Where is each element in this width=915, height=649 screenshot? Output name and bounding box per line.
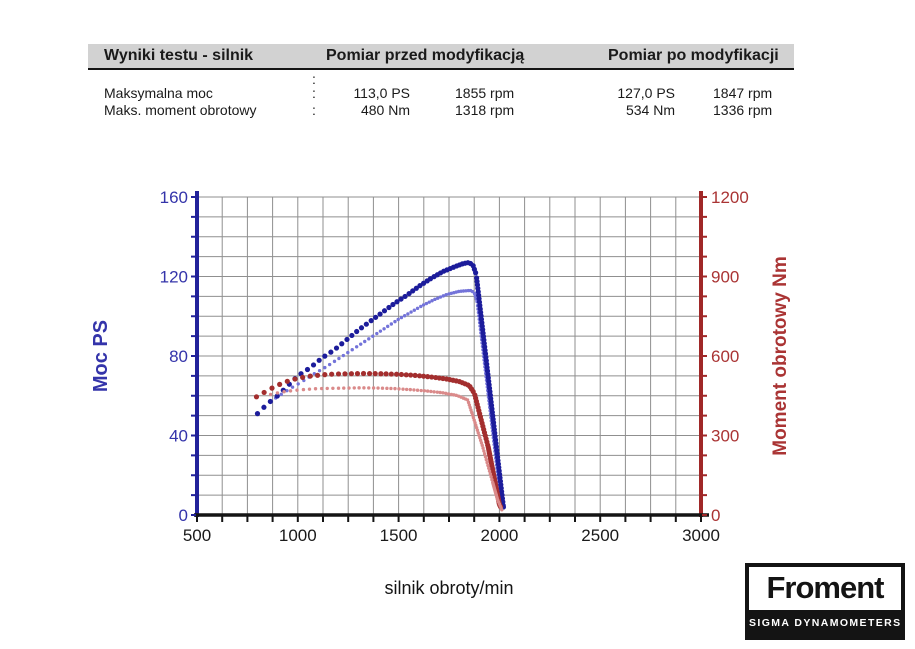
x-axis-title: silnik obroty/min xyxy=(384,578,514,598)
dyno-chart: 0 40 80 120 160 0 300 600 900 1200 500 1000 1500 2000… xyxy=(90,188,791,545)
max-power-before-rpm: 1855 rpm xyxy=(455,85,515,101)
svg-text:500: 500 xyxy=(183,526,211,545)
svg-text:0: 0 xyxy=(179,506,188,525)
after-mod-header: Pomiar po modyfikacji xyxy=(608,47,779,64)
results-header-title: Wyniki testu - silnik xyxy=(104,47,254,64)
svg-text:2000: 2000 xyxy=(480,526,518,545)
svg-text:80: 80 xyxy=(169,347,188,366)
chart-axis-titles: Moc PS Moment obrotowy Nm xyxy=(90,256,791,456)
svg-text:600: 600 xyxy=(711,347,739,366)
y-left-title: Moc PS xyxy=(90,320,112,392)
max-power-before-value: 113,0 PS xyxy=(353,85,410,101)
svg-text:40: 40 xyxy=(169,427,188,446)
svg-text:120: 120 xyxy=(160,268,188,287)
max-torque-label: Maks. moment obrotowy xyxy=(104,102,257,118)
separator-colon: : xyxy=(312,102,316,118)
before-mod-header: Pomiar przed modyfikacją xyxy=(326,47,525,64)
series-right-light xyxy=(268,386,504,512)
svg-text:160: 160 xyxy=(160,188,188,207)
max-power-label: Maksymalna moc xyxy=(104,85,213,101)
max-torque-before-value: 480 Nm xyxy=(360,102,410,118)
separator-colon: : xyxy=(312,85,316,101)
svg-text:1500: 1500 xyxy=(380,526,418,545)
chart-tick-labels: 0 40 80 120 160 0 300 600 900 1200 500 1000 1500 2000… xyxy=(160,188,749,545)
froment-logo: Froment SIGMA DYNAMOMETERS xyxy=(745,563,905,640)
logo-tagline-text: SIGMA DYNAMOMETERS xyxy=(749,610,901,636)
series-left-bold xyxy=(254,260,507,510)
svg-text:2500: 2500 xyxy=(581,526,619,545)
max-power-after-value: 127,0 PS xyxy=(617,85,675,101)
results-table-header-band xyxy=(88,44,794,70)
svg-text:900: 900 xyxy=(711,268,739,287)
chart-axes xyxy=(191,191,709,522)
chart-series xyxy=(253,260,507,512)
svg-text:1000: 1000 xyxy=(279,526,317,545)
separator-colon: : xyxy=(312,71,316,87)
svg-text:3000: 3000 xyxy=(682,526,720,545)
svg-text:1200: 1200 xyxy=(711,188,749,207)
max-power-after-rpm: 1847 rpm xyxy=(713,85,773,101)
max-torque-after-value: 534 Nm xyxy=(625,102,675,118)
max-torque-before-rpm: 1318 rpm xyxy=(455,102,515,118)
svg-text:300: 300 xyxy=(711,427,739,446)
svg-text:0: 0 xyxy=(711,506,720,525)
max-torque-after-rpm: 1336 rpm xyxy=(713,102,773,118)
logo-brand-text: Froment xyxy=(766,570,885,605)
chart-grid xyxy=(197,196,701,515)
y-right-title: Moment obrotowy Nm xyxy=(770,256,791,456)
